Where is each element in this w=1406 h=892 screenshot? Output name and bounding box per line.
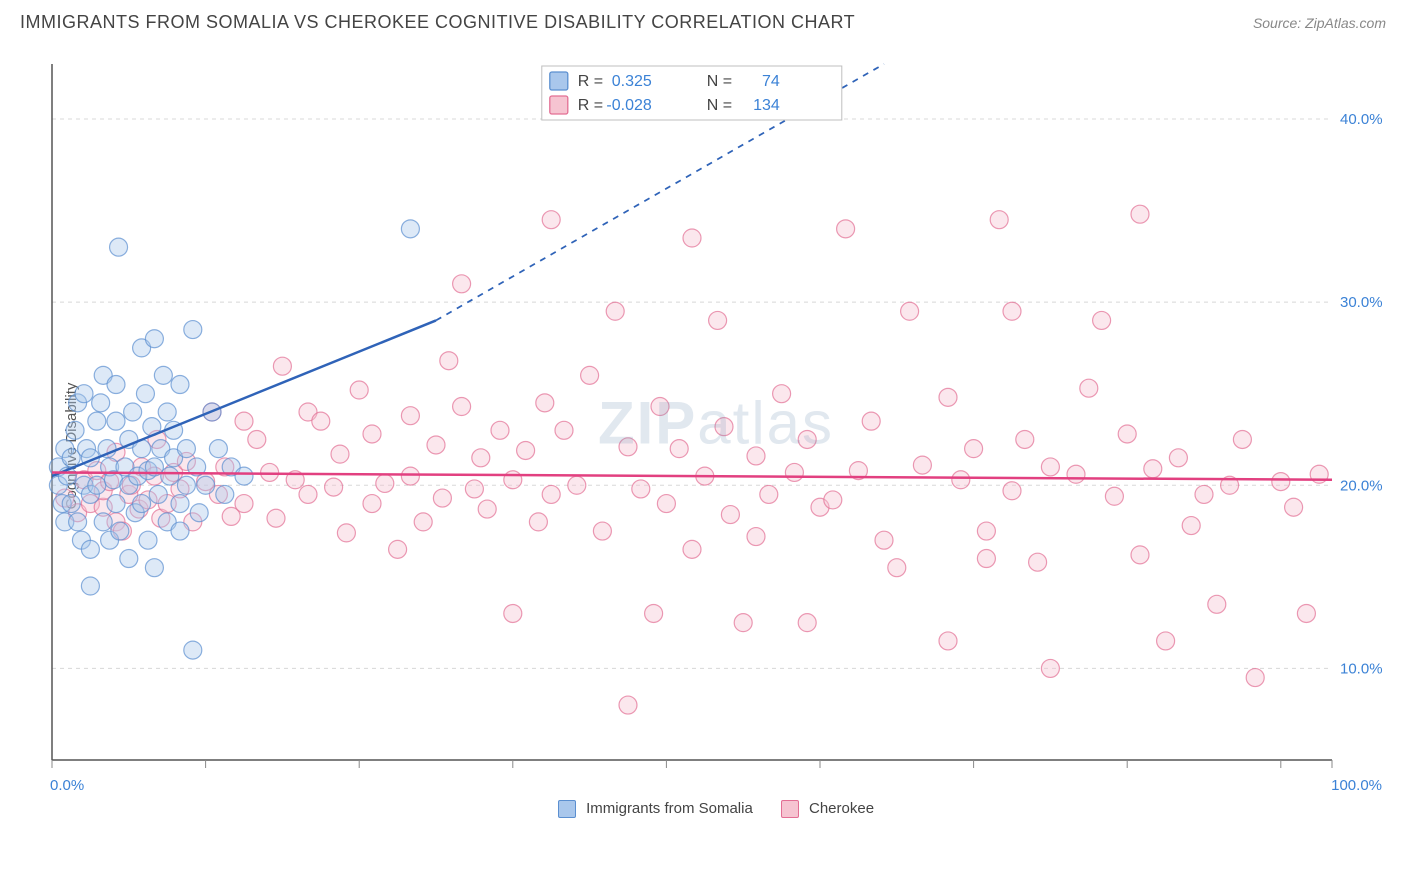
swatch-icon: [558, 800, 576, 818]
svg-text:74: 74: [762, 73, 780, 90]
series-legend: Immigrants from Somalia Cherokee: [46, 800, 1386, 818]
legend-label: Cherokee: [809, 800, 874, 817]
svg-text:30.0%: 30.0%: [1340, 294, 1383, 311]
x-axis-labels: 0.0% 100.0%: [46, 777, 1386, 794]
svg-text:134: 134: [753, 97, 780, 114]
source-attribution: Source: ZipAtlas.com: [1253, 15, 1386, 31]
svg-text:10.0%: 10.0%: [1340, 660, 1383, 677]
swatch-icon: [781, 800, 799, 818]
legend-item-cherokee: Cherokee: [781, 800, 874, 818]
svg-text:N =: N =: [707, 73, 732, 90]
scatter-plot: 10.0% 20.0% 30.0% 40.0% R = 0.325 N = 74 R =-0.0…: [46, 58, 1386, 818]
chart-title: IMMIGRANTS FROM SOMALIA VS CHEROKEE COGN…: [20, 12, 855, 33]
svg-text:-0.028: -0.028: [606, 97, 651, 114]
svg-text:R =: R =: [578, 97, 603, 114]
svg-text:20.0%: 20.0%: [1340, 477, 1383, 494]
x-max-label: 100.0%: [1331, 777, 1382, 794]
x-min-label: 0.0%: [50, 777, 84, 794]
svg-text:R =: R =: [578, 73, 603, 90]
chart-area: 10.0% 20.0% 30.0% 40.0% R = 0.325 N = 74 R =-0.0…: [46, 58, 1386, 818]
legend-label: Immigrants from Somalia: [586, 800, 753, 817]
svg-text:N =: N =: [707, 97, 732, 114]
legend-item-somalia: Immigrants from Somalia: [558, 800, 753, 818]
svg-text:0.325: 0.325: [612, 73, 652, 90]
svg-text:40.0%: 40.0%: [1340, 111, 1383, 128]
